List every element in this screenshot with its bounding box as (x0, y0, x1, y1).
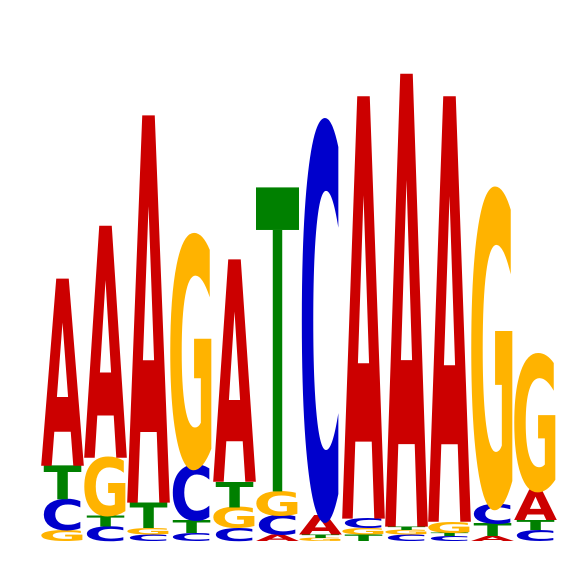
logo-column-6: ACG (253, 187, 301, 543)
letter-G-pos11-4: G (468, 108, 516, 566)
letter-G-pos6-3: G (253, 486, 301, 524)
letter-G-pos12-4: G (511, 320, 559, 534)
letter-A-pos2-4: A (84, 162, 127, 533)
letter-A-pos3-4: A (127, 10, 171, 566)
letter-G-pos4-4: G (167, 175, 215, 541)
letter-T-pos6-4 (256, 187, 299, 491)
letter-C-pos7-4: C (299, 18, 342, 566)
letter-A-pos9-4: A (385, 0, 429, 566)
letter-A-pos10-4: A (428, 0, 472, 566)
letter-A-pos1-4: A (41, 228, 84, 526)
letter-A-pos5-4: A (213, 198, 256, 554)
letter-A-pos8-4: A (342, 0, 386, 566)
